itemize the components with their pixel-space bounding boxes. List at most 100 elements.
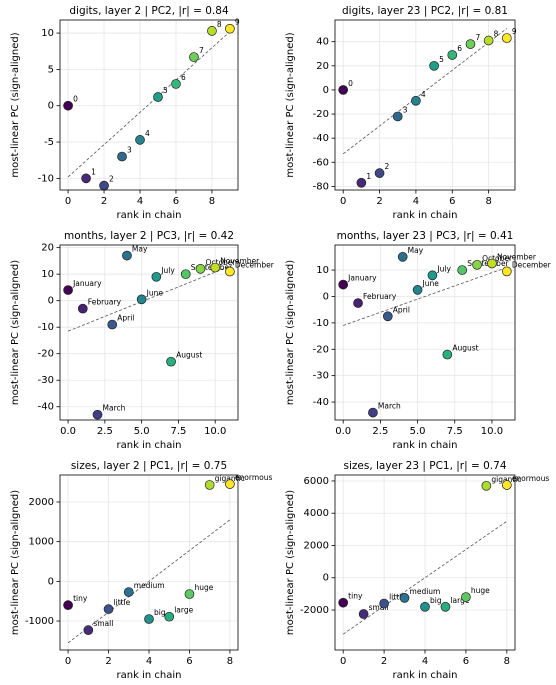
point-label: May <box>132 245 148 254</box>
point-label: large <box>450 596 469 605</box>
point-label: January <box>72 279 102 288</box>
point <box>103 604 114 614</box>
x-tick-label: 8 <box>209 196 215 207</box>
x-tick-label: 8 <box>227 656 233 667</box>
point-label: huge <box>471 586 490 595</box>
point-label: October <box>482 254 513 263</box>
y-tick-label: 40 <box>316 37 329 48</box>
point <box>184 589 195 599</box>
point <box>144 614 154 624</box>
point-label: July <box>160 266 175 275</box>
y-tick-label: 4000 <box>304 508 329 519</box>
x-tick-label: 6 <box>449 196 455 207</box>
x-tick-label: 6 <box>463 656 469 667</box>
y-tick-label: -20 <box>313 344 329 355</box>
y-tick-label: -60 <box>313 157 329 168</box>
y-tick-label: 0 <box>323 85 329 96</box>
point-label: 5 <box>439 55 444 64</box>
x-tick-label: 8 <box>485 196 491 207</box>
point-label: April <box>393 305 410 314</box>
point <box>358 609 369 619</box>
point <box>63 100 73 111</box>
trend-line <box>342 520 508 635</box>
point-label: 4 <box>421 90 426 99</box>
point-label: 1 <box>91 167 96 176</box>
point <box>225 479 235 489</box>
point-label: gigantic <box>215 474 245 483</box>
point <box>123 587 134 597</box>
point-label: December <box>235 261 275 270</box>
point-label: 3 <box>127 146 132 155</box>
y-tick-label: -10 <box>38 322 54 333</box>
trend-line <box>342 28 508 155</box>
point <box>180 269 191 280</box>
x-tick-label: 4 <box>146 656 152 667</box>
x-tick-label: 10.0 <box>481 426 503 437</box>
y-tick-label: 1000 <box>29 537 54 548</box>
x-axis-label: rank in chain <box>117 440 182 451</box>
point-label: 7 <box>475 33 480 42</box>
y-axis-label: most-linear PC (sign-aligned) <box>285 32 296 177</box>
point <box>189 52 199 62</box>
y-tick-label: 10 <box>41 28 54 39</box>
trend-line <box>67 31 231 178</box>
point <box>81 173 91 184</box>
plot-frame <box>59 474 239 651</box>
point <box>151 271 162 282</box>
x-tick-label: 0 <box>65 656 71 667</box>
point <box>338 279 349 290</box>
y-tick-label: -30 <box>38 375 54 386</box>
y-tick-label: 0 <box>48 576 54 587</box>
point-label: 3 <box>403 105 408 114</box>
point <box>356 177 367 188</box>
point-label: 4 <box>145 129 150 138</box>
x-tick-label: 6 <box>173 196 179 207</box>
point <box>399 593 410 603</box>
point-label: February <box>88 298 122 307</box>
point <box>166 356 176 367</box>
point-label: 0 <box>73 95 78 104</box>
y-tick-label: 10 <box>41 269 54 280</box>
point <box>483 35 494 46</box>
x-tick-label: 2 <box>376 196 382 207</box>
x-axis-label: rank in chain <box>393 210 458 221</box>
point <box>368 407 378 418</box>
point <box>164 611 175 622</box>
point <box>63 600 73 611</box>
x-tick-label: 8 <box>504 656 510 667</box>
point <box>225 266 235 277</box>
point <box>225 23 235 34</box>
point-label: January <box>347 274 377 283</box>
chart-title: digits, layer 23 | PC2, |r| = 0.81 <box>342 5 508 17</box>
y-tick-label: 0 <box>323 573 329 584</box>
x-tick-label: 0.0 <box>60 426 76 437</box>
point-label: 2 <box>109 175 114 184</box>
y-tick-label: -80 <box>313 181 329 192</box>
point-label: 9 <box>235 18 240 27</box>
y-tick-label: 20 <box>316 61 329 72</box>
y-tick-label: 10 <box>316 265 329 276</box>
x-tick-label: 7.5 <box>447 426 463 437</box>
plot-frame <box>334 474 516 651</box>
point-label: large <box>174 606 193 615</box>
point <box>204 480 215 490</box>
x-axis-label: rank in chain <box>117 670 182 681</box>
y-axis-label: most-linear PC (sign-aligned) <box>285 260 296 405</box>
point-label: gigantic <box>491 475 521 484</box>
chart-title: months, layer 2 | PC3, |r| = 0.42 <box>64 230 234 242</box>
x-tick-label: 2.5 <box>372 426 388 437</box>
chart-title: months, layer 23 | PC3, |r| = 0.41 <box>337 230 514 242</box>
plot-frame <box>59 19 239 191</box>
point-label: tiny <box>73 594 88 603</box>
y-tick-label: -5 <box>44 137 54 148</box>
point-label: tiny <box>348 592 363 601</box>
point <box>420 601 430 612</box>
point-label: enormous <box>512 474 550 483</box>
y-tick-label: 2000 <box>29 497 54 508</box>
y-tick-label: -10 <box>38 173 54 184</box>
point-label: 0 <box>348 79 353 88</box>
y-axis-label: most-linear PC (sign-aligned) <box>10 32 21 177</box>
y-tick-label: -20 <box>38 349 54 360</box>
point <box>338 597 349 608</box>
y-tick-label: -20 <box>313 109 329 120</box>
